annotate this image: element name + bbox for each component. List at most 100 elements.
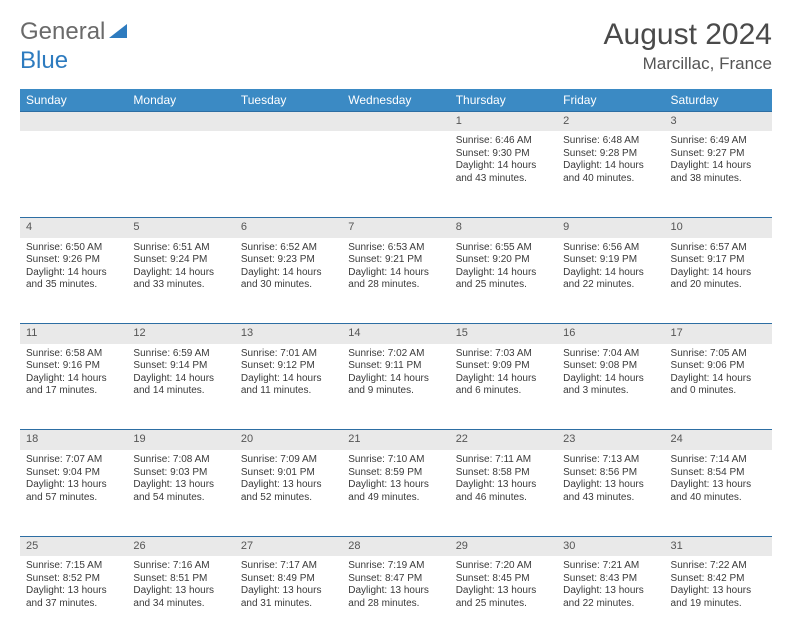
day-number-cell: 28 xyxy=(342,536,449,556)
sunset-text: Sunset: 8:52 PM xyxy=(26,573,121,586)
day-data-cell: Sunrise: 7:15 AMSunset: 8:52 PMDaylight:… xyxy=(20,556,127,642)
daylight-text: and 31 minutes. xyxy=(241,598,336,611)
day-number-cell: 8 xyxy=(450,217,557,237)
daynum-row: 45678910 xyxy=(20,217,772,237)
daylight-text: Daylight: 14 hours xyxy=(348,373,443,386)
daylight-text: Daylight: 14 hours xyxy=(456,160,551,173)
sunset-text: Sunset: 8:59 PM xyxy=(348,467,443,480)
daylight-text: and 52 minutes. xyxy=(241,492,336,505)
day-number-cell xyxy=(20,111,127,131)
daylight-text: and 37 minutes. xyxy=(26,598,121,611)
day-data-cell: Sunrise: 6:46 AMSunset: 9:30 PMDaylight:… xyxy=(450,131,557,217)
daylight-text: and 20 minutes. xyxy=(671,279,766,292)
sunset-text: Sunset: 8:58 PM xyxy=(456,467,551,480)
day-number-cell xyxy=(342,111,449,131)
weekday-header: Saturday xyxy=(665,89,772,112)
sunset-text: Sunset: 8:42 PM xyxy=(671,573,766,586)
day-number-cell xyxy=(127,111,234,131)
sunrise-text: Sunrise: 7:01 AM xyxy=(241,348,336,361)
day-number-cell: 2 xyxy=(557,111,664,131)
sunrise-text: Sunrise: 6:58 AM xyxy=(26,348,121,361)
sunrise-text: Sunrise: 7:02 AM xyxy=(348,348,443,361)
daylight-text: Daylight: 14 hours xyxy=(26,373,121,386)
day-data-cell: Sunrise: 7:19 AMSunset: 8:47 PMDaylight:… xyxy=(342,556,449,642)
day-data-cell: Sunrise: 6:56 AMSunset: 9:19 PMDaylight:… xyxy=(557,238,664,324)
sunrise-text: Sunrise: 6:51 AM xyxy=(133,242,228,255)
daylight-text: and 43 minutes. xyxy=(456,173,551,186)
daylight-text: and 46 minutes. xyxy=(456,492,551,505)
daylight-text: Daylight: 13 hours xyxy=(671,585,766,598)
day-data-cell: Sunrise: 6:50 AMSunset: 9:26 PMDaylight:… xyxy=(20,238,127,324)
sunset-text: Sunset: 9:30 PM xyxy=(456,148,551,161)
page-location: Marcillac, France xyxy=(604,54,772,74)
daylight-text: Daylight: 14 hours xyxy=(241,373,336,386)
sunset-text: Sunset: 9:16 PM xyxy=(26,360,121,373)
weekday-header: Tuesday xyxy=(235,89,342,112)
day-number-cell: 31 xyxy=(665,536,772,556)
day-data-cell xyxy=(342,131,449,217)
sunset-text: Sunset: 9:12 PM xyxy=(241,360,336,373)
sunset-text: Sunset: 9:26 PM xyxy=(26,254,121,267)
sunset-text: Sunset: 9:08 PM xyxy=(563,360,658,373)
sunrise-text: Sunrise: 7:21 AM xyxy=(563,560,658,573)
weekday-header: Sunday xyxy=(20,89,127,112)
daylight-text: Daylight: 13 hours xyxy=(563,585,658,598)
data-row: Sunrise: 6:50 AMSunset: 9:26 PMDaylight:… xyxy=(20,238,772,324)
day-data-cell: Sunrise: 7:21 AMSunset: 8:43 PMDaylight:… xyxy=(557,556,664,642)
sunrise-text: Sunrise: 7:08 AM xyxy=(133,454,228,467)
daylight-text: Daylight: 14 hours xyxy=(671,267,766,280)
day-data-cell: Sunrise: 7:08 AMSunset: 9:03 PMDaylight:… xyxy=(127,450,234,536)
daynum-row: 25262728293031 xyxy=(20,536,772,556)
sunset-text: Sunset: 8:47 PM xyxy=(348,573,443,586)
daylight-text: and 22 minutes. xyxy=(563,279,658,292)
day-number-cell: 15 xyxy=(450,324,557,344)
day-number-cell: 25 xyxy=(20,536,127,556)
sunset-text: Sunset: 9:14 PM xyxy=(133,360,228,373)
daylight-text: Daylight: 13 hours xyxy=(26,585,121,598)
calendar-body: 123Sunrise: 6:46 AMSunset: 9:30 PMDaylig… xyxy=(20,111,772,642)
day-number-cell: 4 xyxy=(20,217,127,237)
sunset-text: Sunset: 9:20 PM xyxy=(456,254,551,267)
daylight-text: Daylight: 13 hours xyxy=(241,585,336,598)
sunset-text: Sunset: 9:24 PM xyxy=(133,254,228,267)
day-number-cell: 22 xyxy=(450,430,557,450)
sunrise-text: Sunrise: 6:55 AM xyxy=(456,242,551,255)
day-data-cell xyxy=(127,131,234,217)
sunrise-text: Sunrise: 6:49 AM xyxy=(671,135,766,148)
daylight-text: Daylight: 14 hours xyxy=(456,267,551,280)
day-number-cell: 13 xyxy=(235,324,342,344)
daylight-text: Daylight: 13 hours xyxy=(456,479,551,492)
sail-icon xyxy=(107,19,129,47)
day-data-cell: Sunrise: 6:51 AMSunset: 9:24 PMDaylight:… xyxy=(127,238,234,324)
sunset-text: Sunset: 8:56 PM xyxy=(563,467,658,480)
daylight-text: and 17 minutes. xyxy=(26,385,121,398)
sunset-text: Sunset: 8:45 PM xyxy=(456,573,551,586)
daylight-text: Daylight: 13 hours xyxy=(26,479,121,492)
sunset-text: Sunset: 9:17 PM xyxy=(671,254,766,267)
sunrise-text: Sunrise: 7:22 AM xyxy=(671,560,766,573)
daylight-text: and 57 minutes. xyxy=(26,492,121,505)
sunset-text: Sunset: 9:27 PM xyxy=(671,148,766,161)
sunrise-text: Sunrise: 7:17 AM xyxy=(241,560,336,573)
daynum-row: 123 xyxy=(20,111,772,131)
daylight-text: and 38 minutes. xyxy=(671,173,766,186)
daylight-text: Daylight: 14 hours xyxy=(671,373,766,386)
day-data-cell: Sunrise: 6:59 AMSunset: 9:14 PMDaylight:… xyxy=(127,344,234,430)
daylight-text: Daylight: 14 hours xyxy=(563,160,658,173)
sunset-text: Sunset: 9:04 PM xyxy=(26,467,121,480)
day-data-cell: Sunrise: 6:58 AMSunset: 9:16 PMDaylight:… xyxy=(20,344,127,430)
daylight-text: Daylight: 14 hours xyxy=(133,373,228,386)
day-data-cell xyxy=(235,131,342,217)
sunset-text: Sunset: 9:28 PM xyxy=(563,148,658,161)
day-number-cell: 12 xyxy=(127,324,234,344)
sunset-text: Sunset: 9:11 PM xyxy=(348,360,443,373)
day-data-cell: Sunrise: 6:48 AMSunset: 9:28 PMDaylight:… xyxy=(557,131,664,217)
daynum-row: 18192021222324 xyxy=(20,430,772,450)
day-data-cell: Sunrise: 7:13 AMSunset: 8:56 PMDaylight:… xyxy=(557,450,664,536)
day-number-cell: 6 xyxy=(235,217,342,237)
sunset-text: Sunset: 8:43 PM xyxy=(563,573,658,586)
day-number-cell: 20 xyxy=(235,430,342,450)
weekday-header: Friday xyxy=(557,89,664,112)
day-number-cell: 1 xyxy=(450,111,557,131)
day-number-cell: 21 xyxy=(342,430,449,450)
